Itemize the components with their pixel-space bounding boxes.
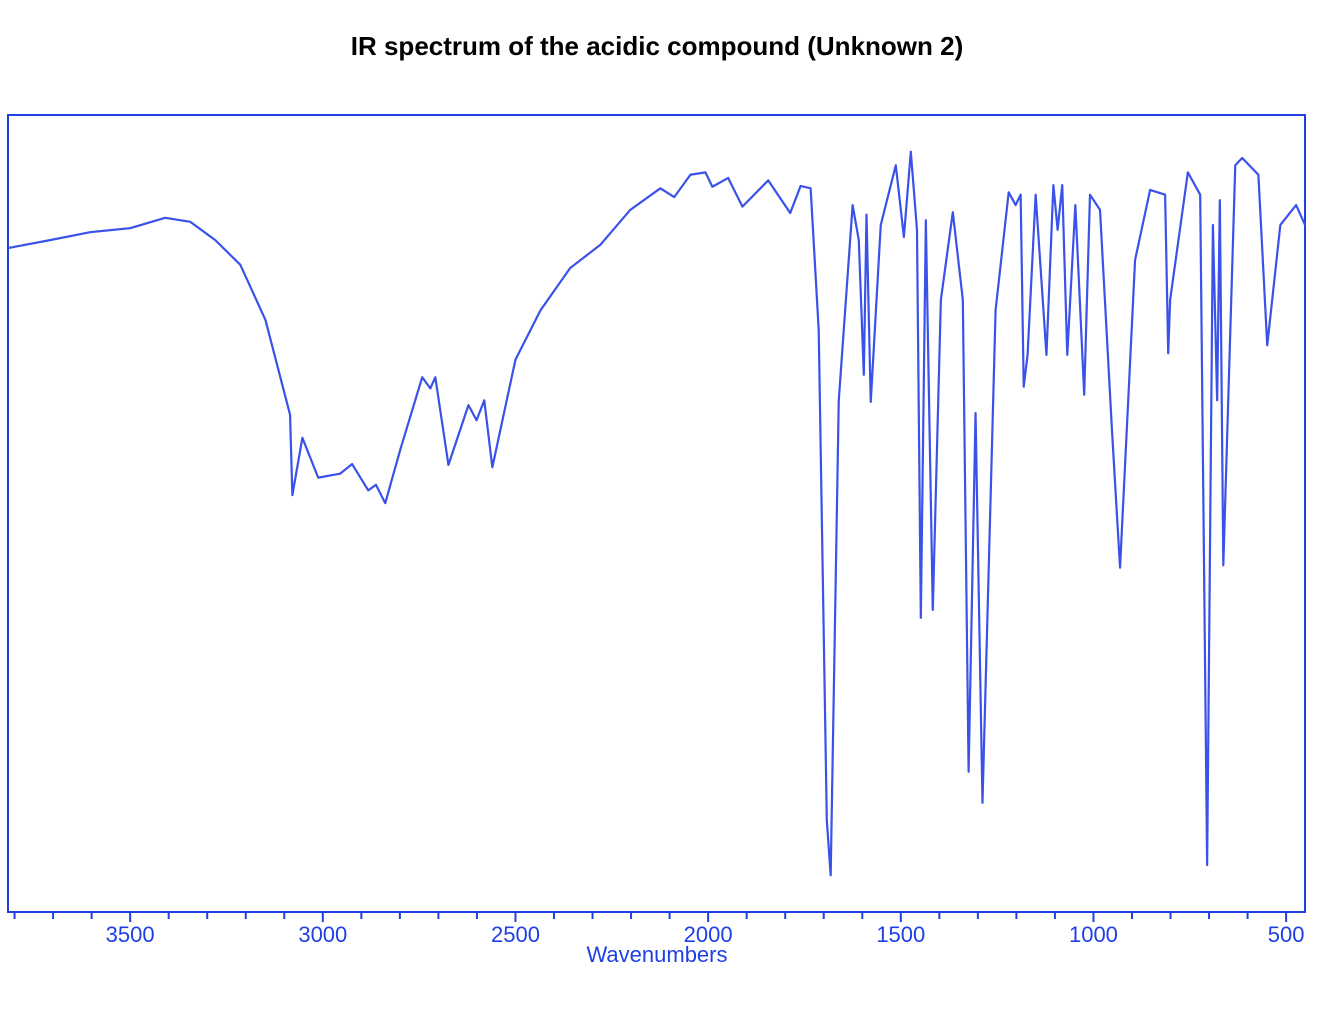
x-axis-label: Wavenumbers — [586, 942, 727, 967]
x-tick-label: 3000 — [298, 922, 347, 947]
x-tick-label: 500 — [1268, 922, 1305, 947]
x-tick-label: 3500 — [106, 922, 155, 947]
x-tick-label: 2500 — [491, 922, 540, 947]
x-tick-label: 1500 — [876, 922, 925, 947]
x-tick-label: 2000 — [684, 922, 733, 947]
spectrum-line — [7, 150, 1307, 877]
x-tick-label: 1000 — [1069, 922, 1118, 947]
chart-title: IR spectrum of the acidic compound (Unkn… — [351, 31, 964, 61]
plot-frame — [7, 114, 1306, 913]
